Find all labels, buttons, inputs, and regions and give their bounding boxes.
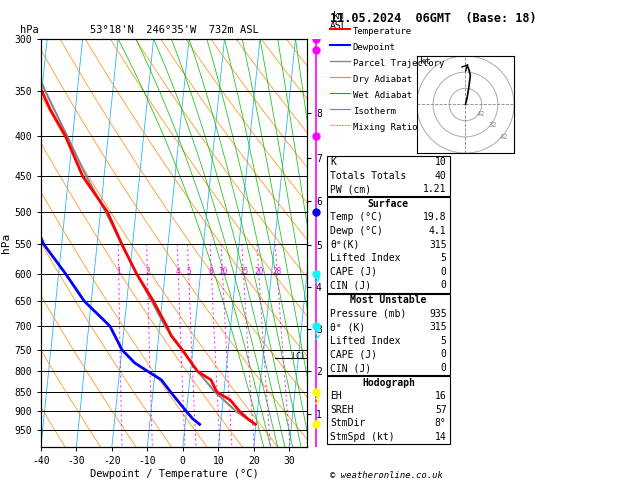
Text: CAPE (J): CAPE (J) — [330, 267, 377, 277]
Text: 42: 42 — [499, 134, 508, 139]
Text: Temp (°C): Temp (°C) — [330, 212, 383, 223]
Text: Dewpoint: Dewpoint — [353, 43, 396, 52]
Text: 0: 0 — [441, 267, 447, 277]
Text: 28: 28 — [272, 267, 282, 276]
Text: SREH: SREH — [330, 405, 353, 415]
Text: 42: 42 — [477, 111, 486, 117]
Text: CIN (J): CIN (J) — [330, 280, 371, 291]
Text: 10: 10 — [435, 157, 447, 167]
Text: 1.21: 1.21 — [423, 184, 447, 194]
Text: 16: 16 — [435, 391, 447, 401]
Text: 315: 315 — [429, 322, 447, 332]
Text: 315: 315 — [429, 240, 447, 250]
Text: 5: 5 — [186, 267, 191, 276]
Text: Temperature: Temperature — [353, 27, 412, 36]
Text: Dewp (°C): Dewp (°C) — [330, 226, 383, 236]
Text: 40: 40 — [435, 171, 447, 181]
Text: 11.05.2024  06GMT  (Base: 18): 11.05.2024 06GMT (Base: 18) — [330, 12, 537, 25]
Text: 20: 20 — [254, 267, 264, 276]
Text: K: K — [330, 157, 336, 167]
Text: StmDir: StmDir — [330, 418, 365, 429]
Text: 1: 1 — [116, 267, 121, 276]
Text: StmSpd (kt): StmSpd (kt) — [330, 432, 395, 442]
Text: © weatheronline.co.uk: © weatheronline.co.uk — [330, 471, 443, 480]
Text: Mixing Ratio: Mixing Ratio — [353, 123, 418, 132]
Y-axis label: hPa: hPa — [1, 233, 11, 253]
Text: EH: EH — [330, 391, 342, 401]
Text: 5: 5 — [441, 336, 447, 346]
Text: 10: 10 — [218, 267, 227, 276]
Text: 935: 935 — [429, 309, 447, 319]
Text: 8°: 8° — [435, 418, 447, 429]
Text: 0: 0 — [441, 363, 447, 373]
Text: Lifted Index: Lifted Index — [330, 253, 401, 263]
Text: 57: 57 — [435, 405, 447, 415]
Text: km
ASL: km ASL — [330, 11, 348, 31]
Text: 4.1: 4.1 — [429, 226, 447, 236]
Text: 19.8: 19.8 — [423, 212, 447, 223]
Text: 14: 14 — [435, 432, 447, 442]
Text: LCL: LCL — [291, 352, 306, 361]
Text: 8: 8 — [209, 267, 214, 276]
Text: Wet Adiabat: Wet Adiabat — [353, 91, 412, 100]
Text: Parcel Trajectory: Parcel Trajectory — [353, 59, 444, 68]
Text: Hodograph: Hodograph — [362, 378, 415, 388]
Text: Dry Adiabat: Dry Adiabat — [353, 75, 412, 84]
Text: hPa: hPa — [19, 25, 38, 35]
Text: CAPE (J): CAPE (J) — [330, 349, 377, 360]
Text: kt: kt — [420, 57, 431, 66]
Text: 15: 15 — [239, 267, 248, 276]
Text: Lifted Index: Lifted Index — [330, 336, 401, 346]
Text: 32: 32 — [488, 122, 497, 128]
Text: Isotherm: Isotherm — [353, 107, 396, 116]
Text: 0: 0 — [441, 280, 447, 291]
Text: PW (cm): PW (cm) — [330, 184, 371, 194]
Text: Surface: Surface — [368, 199, 409, 209]
Text: 0: 0 — [441, 349, 447, 360]
Text: Totals Totals: Totals Totals — [330, 171, 406, 181]
Text: 5: 5 — [441, 253, 447, 263]
Text: Pressure (mb): Pressure (mb) — [330, 309, 406, 319]
Text: 4: 4 — [176, 267, 181, 276]
Text: θᵉ(K): θᵉ(K) — [330, 240, 360, 250]
Text: CIN (J): CIN (J) — [330, 363, 371, 373]
X-axis label: Dewpoint / Temperature (°C): Dewpoint / Temperature (°C) — [89, 469, 259, 479]
Text: Most Unstable: Most Unstable — [350, 295, 426, 305]
Text: 53°18'N  246°35'W  732m ASL: 53°18'N 246°35'W 732m ASL — [89, 25, 259, 35]
Text: 2: 2 — [145, 267, 150, 276]
Text: θᵉ (K): θᵉ (K) — [330, 322, 365, 332]
